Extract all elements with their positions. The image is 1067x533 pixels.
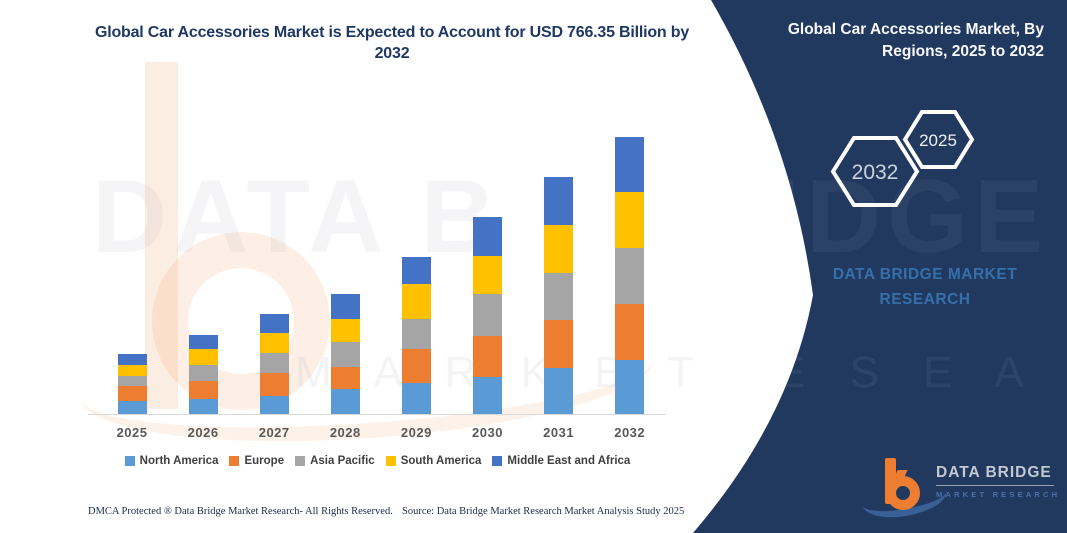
logo-b-icon (886, 476, 920, 510)
segment-south-america (615, 192, 645, 249)
segment-asia-pacific (473, 294, 502, 337)
segment-north-america (117, 400, 147, 414)
dbmr-logo: DATA BRIDGE MARKET RESEARCH (859, 452, 1061, 524)
segment-south-america (401, 283, 431, 319)
segment-asia-pacific (259, 352, 289, 373)
segment-middle-east-and-africa (188, 335, 218, 350)
stacked-bar-2031 (544, 176, 574, 414)
segment-europe (188, 381, 218, 400)
x-axis-label-2025: 2025 (116, 425, 148, 440)
segment-asia-pacific (117, 376, 147, 387)
segment-south-america (259, 333, 289, 353)
segment-north-america (330, 389, 360, 414)
brand-text: DATA BRIDGE MARKET RESEARCH (832, 266, 1018, 308)
segment-asia-pacific (401, 318, 431, 349)
segment-south-america (473, 256, 502, 295)
footer-source: Source: Data Bridge Market Research Mark… (402, 506, 685, 517)
x-axis-label-2030: 2030 (472, 425, 503, 440)
stacked-bar-2026 (188, 335, 218, 414)
segment-asia-pacific (544, 273, 574, 320)
x-axis-label-2031: 2031 (543, 425, 575, 440)
side-panel-background (693, 0, 1067, 533)
segment-north-america (188, 399, 218, 414)
hexagon-2032 (830, 136, 920, 207)
segment-middle-east-and-africa (401, 256, 431, 284)
segment-north-america (544, 368, 574, 414)
legend-item-south-america: South America (385, 455, 482, 467)
segment-asia-pacific (615, 248, 645, 305)
year-hexagons: 2032 2025 (830, 110, 975, 207)
segment-middle-east-and-africa (615, 137, 645, 193)
hexagon-2025-label: 2025 (919, 131, 957, 150)
segment-middle-east-and-africa (117, 354, 147, 366)
stacked-bar-2032 (615, 137, 645, 414)
segment-europe (473, 336, 502, 378)
x-axis-label-2029: 2029 (400, 425, 432, 440)
x-axis-label-2026: 2026 (187, 425, 219, 440)
segment-europe (330, 367, 360, 390)
stacked-bar-2029 (401, 256, 431, 414)
logo-name: DATA BRIDGE (936, 464, 1054, 486)
legend-label: Asia Pacific (310, 455, 375, 467)
legend-swatch (492, 456, 503, 466)
legend-swatch (385, 456, 396, 466)
legend-swatch (229, 456, 240, 466)
stacked-bar-2028 (330, 294, 360, 414)
legend-label: South America (400, 455, 482, 467)
legend-item-north-america: North America (124, 455, 219, 467)
x-axis-label-2032: 2032 (614, 425, 646, 440)
segment-south-america (188, 349, 218, 366)
stacked-bar-2027 (259, 313, 289, 414)
hexagon-2025 (902, 110, 975, 169)
segment-europe (259, 372, 289, 396)
segment-europe (117, 386, 147, 401)
legend-swatch (124, 456, 135, 466)
legend-label: Middle East and Africa (507, 455, 631, 467)
chart-legend: North America Europe Asia Pacific South Ame… (85, 455, 670, 467)
segment-europe (401, 348, 431, 383)
panel-heading: Global Car Accessories Market, By Region… (787, 21, 1044, 60)
segment-middle-east-and-africa (544, 176, 574, 225)
legend-item-europe: Europe (229, 455, 284, 467)
segment-south-america (330, 319, 360, 343)
segment-asia-pacific (330, 342, 360, 368)
hexagon-2032-label: 2032 (852, 161, 899, 184)
segment-europe (615, 304, 645, 361)
segment-middle-east-and-africa (330, 294, 360, 320)
segment-north-america (473, 377, 502, 414)
stacked-bar-2025 (117, 354, 147, 414)
page-title: Global Car Accessories Market is Expecte… (94, 24, 690, 62)
segment-north-america (615, 360, 645, 414)
legend-label: North America (139, 455, 219, 467)
segment-asia-pacific (188, 365, 218, 382)
legend-item-middle-east-and-africa: Middle East and Africa (492, 455, 630, 467)
legend-label: Europe (244, 455, 285, 467)
x-axis-label-2028: 2028 (329, 425, 361, 440)
stacked-bar-chart: 2025 2026 2027 2028 2029 2030 2031 2032 North A… (85, 137, 670, 467)
segment-north-america (259, 395, 289, 414)
footer-copyright: DMCA Protected ® Data Bridge Market Rese… (88, 506, 393, 517)
legend-item-asia-pacific: Asia Pacific (295, 455, 375, 467)
legend-swatch (295, 456, 306, 466)
segment-middle-east-and-africa (473, 217, 502, 257)
logo-subtitle: MARKET RESEARCH (936, 490, 1061, 499)
segment-south-america (117, 365, 147, 377)
segment-north-america (401, 382, 431, 414)
segment-europe (544, 319, 574, 369)
x-axis-line (88, 414, 666, 415)
x-axis-label-2027: 2027 (258, 425, 290, 440)
segment-middle-east-and-africa (259, 313, 289, 334)
segment-south-america (544, 224, 574, 273)
stacked-bar-2030 (473, 217, 502, 414)
